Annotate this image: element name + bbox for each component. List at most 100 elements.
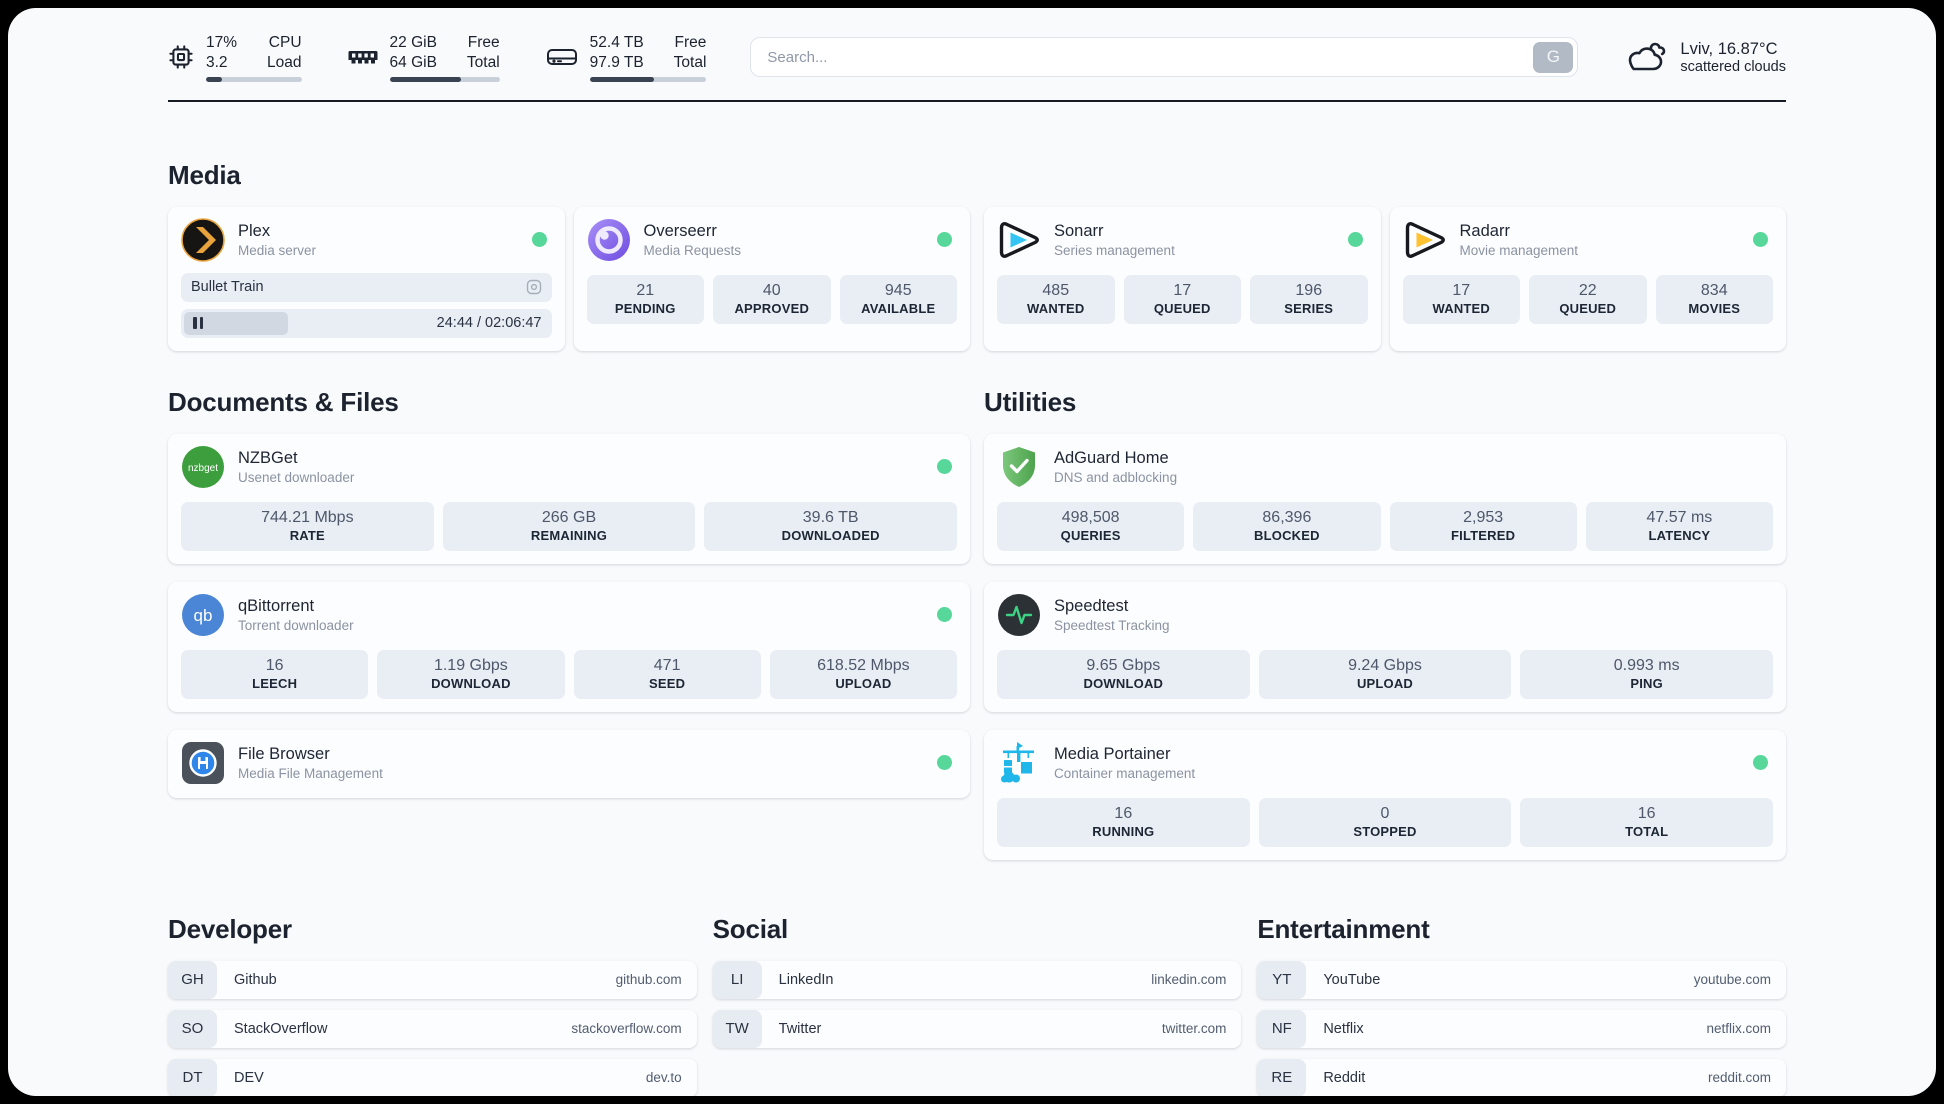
memory-widget: 22 GiB Free 64 GiB Total [348,33,500,82]
stat-pending: 21 PENDING [586,274,704,324]
status-online-dot [937,607,952,623]
status-online-dot [937,755,952,771]
cpu-load-value: 3.2 [206,54,228,72]
app-subtitle: Movie management [1459,242,1579,258]
stat-approved: 40 APPROVED [713,274,831,324]
speedtest-icon [997,593,1041,637]
app-card-nzbget[interactable]: nzbget NZBGet Usenet downloader 74 [168,433,970,564]
section-title-utilities: Utilities [984,386,1077,417]
bookmark-badge: GH [168,960,217,999]
now-playing-title: Bullet Train [191,279,264,296]
stat-available: 945 AVAILABLE [839,274,957,324]
bookmark-github[interactable]: GH Github github.com [168,960,697,999]
bookmark-group-developer: Developer GH Github github.com SO StackO… [168,914,697,1096]
section-title-entertainment: Entertainment [1257,913,1430,944]
app-name: Overseerr [643,221,717,240]
bookmark-badge: YT [1257,960,1307,999]
ram-icon [348,46,378,68]
stat-queued: 17 QUEUED [1123,274,1241,324]
bookmark-dev[interactable]: DT DEV dev.to [168,1058,697,1096]
app-card-plex[interactable]: Plex Media server Bullet Train [168,206,565,351]
app-subtitle: Speedtest Tracking [1054,617,1170,633]
stat-wanted: 485 WANTED [997,274,1115,324]
stat-download: 9.65 Gbps DOWNLOAD [997,649,1250,699]
disk-label-2: Total [673,54,707,72]
status-online-dot [1753,755,1768,771]
adguard-icon [997,445,1041,489]
disk-free-value: 52.4 TB [589,34,644,51]
svg-text:qb: qb [194,606,213,625]
app-card-speedtest[interactable]: Speedtest Speedtest Tracking 9.65 Gbps D… [984,581,1786,712]
now-playing-row: Bullet Train [181,272,552,302]
app-name: Speedtest [1054,596,1129,615]
bookmark-stackoverflow[interactable]: SO StackOverflow stackoverflow.com [168,1009,697,1048]
search-bar[interactable]: G [750,37,1579,78]
stat-latency: 47.57 ms LATENCY [1585,501,1773,551]
session-lens-icon[interactable] [526,279,542,295]
stat-seed: 471 SEED [573,649,761,699]
stat-series: 196 SERIES [1250,274,1368,324]
app-name: AdGuard Home [1054,448,1169,467]
cpu-percent: 17% [206,34,238,51]
qbittorrent-icon: qb [181,593,225,637]
app-card-sonarr[interactable]: Sonarr Series management 485 WANTED 17 Q… [984,206,1381,351]
bookmark-badge: LI [712,960,762,999]
stat-leech: 16 LEECH [181,649,369,699]
stat-ping: 0.993 ms PING [1520,649,1773,699]
search-engine-button[interactable]: G [1533,41,1574,73]
memory-label-2: Total [466,54,500,72]
stat-stopped: 0 STOPPED [1258,797,1512,847]
dashboard-content: Media Plex Media server [168,160,1786,1096]
app-name: NZBGet [238,448,298,467]
bookmark-netflix[interactable]: NF Netflix netflix.com [1257,1009,1786,1048]
weather-location-temp: Lviv, 16.87°C [1680,39,1778,58]
disk-widget: 52.4 TB Free 97.9 TB Total [546,33,707,82]
nzbget-icon: nzbget [181,445,225,489]
disk-label-1: Free [674,34,707,51]
disk-total-value: 97.9 TB [589,54,644,72]
app-card-portainer[interactable]: Media Portainer Container management 16 … [984,729,1786,860]
memory-progress-bar [389,76,500,82]
app-subtitle: Media server [238,242,317,258]
status-online-dot [937,232,952,248]
bookmark-reddit[interactable]: RE Reddit reddit.com [1257,1058,1786,1096]
weather-condition: scattered clouds [1680,58,1786,75]
bookmark-twitter[interactable]: TW Twitter twitter.com [712,1009,1242,1048]
cpu-label-2: Load [267,54,302,72]
bookmark-badge: RE [1257,1058,1307,1096]
app-card-filebrowser[interactable]: File Browser Media File Management [168,729,970,798]
app-name: qBittorrent [238,596,315,615]
app-name: Sonarr [1054,221,1104,240]
stat-filtered: 2,953 FILTERED [1389,501,1577,551]
pause-button[interactable] [193,317,203,330]
stat-remaining: 266 GB REMAINING [442,501,696,551]
bookmark-youtube[interactable]: YT YouTube youtube.com [1257,960,1786,999]
bookmark-linkedin[interactable]: LI LinkedIn linkedin.com [712,960,1242,999]
app-subtitle: Usenet downloader [238,469,355,485]
sonarr-icon [997,218,1041,262]
app-card-overseerr[interactable]: Overseerr Media Requests 21 PENDING 40 A… [573,206,970,351]
search-input[interactable] [767,48,1534,66]
memory-label-1: Free [467,34,500,51]
stat-movies: 834 MOVIES [1655,274,1773,324]
app-name: File Browser [238,744,330,763]
stat-queued: 22 QUEUED [1529,274,1647,324]
bookmark-group-entertainment: Entertainment YT YouTube youtube.com NF … [1257,914,1786,1096]
app-name: Media Portainer [1054,744,1171,763]
app-subtitle: Torrent downloader [238,617,354,633]
bookmark-badge: TW [712,1009,762,1048]
status-online-dot [937,459,952,475]
app-subtitle: Series management [1054,242,1175,258]
stat-upload: 9.24 Gbps UPLOAD [1258,649,1512,699]
stat-download: 1.19 Gbps DOWNLOAD [377,649,565,699]
section-title-documents: Documents & Files [168,386,399,417]
top-bar: 17% CPU 3.2 Load [168,33,1786,82]
app-card-radarr[interactable]: Radarr Movie management 17 WANTED 22 QUE… [1389,206,1786,351]
stat-downloaded: 39.6 TB DOWNLOADED [704,501,957,551]
app-subtitle: DNS and adblocking [1054,469,1178,485]
plex-icon [181,217,225,262]
status-online-dot [1347,232,1363,248]
app-card-adguard[interactable]: AdGuard Home DNS and adblocking 498,508 … [984,433,1786,564]
app-card-qbittorrent[interactable]: qb qBittorrent Torrent downloader [168,581,970,712]
section-title-developer: Developer [168,913,292,944]
